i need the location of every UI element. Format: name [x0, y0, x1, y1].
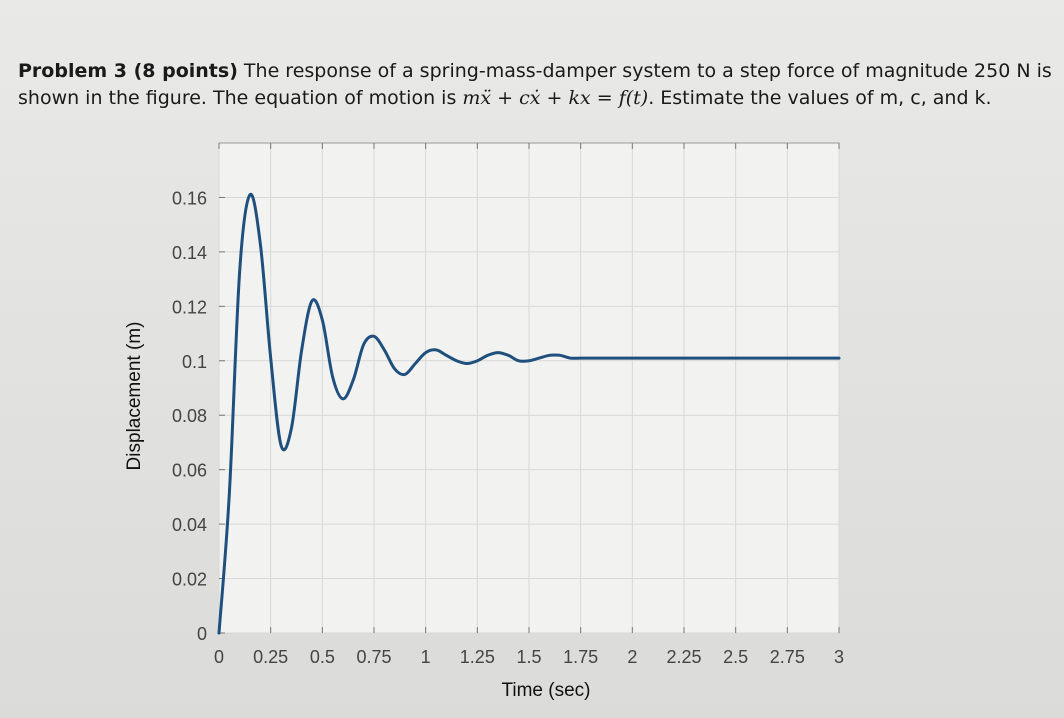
x-axis-title: Time (sec)	[501, 680, 590, 701]
x-tick-label: 2.25	[666, 647, 701, 667]
problem-line-2: shown in the figure. The equation of mot…	[18, 85, 1058, 112]
equation-of-motion: mẍ + cẋ + kx = f(t)	[462, 87, 649, 109]
problem-statement: Problem 3 (8 points) The response of a s…	[18, 58, 1058, 112]
y-tick-labels: 0 0.02 0.04 0.06 0.08 0.1 0.12 0.14 0.16	[172, 188, 207, 644]
y-tick-label: 0.06	[172, 461, 207, 481]
displacement-series-line	[217, 192, 841, 635]
y-tick-label: 0.16	[172, 188, 207, 208]
x-tick-label: 1.75	[563, 647, 598, 667]
x-tick-label: 2.75	[770, 647, 805, 667]
y-tick-label: 0	[197, 624, 207, 644]
x-tick-label: 0	[214, 647, 224, 667]
x-tick-label: 0.25	[253, 647, 288, 667]
y-tick-label: 0.02	[172, 570, 207, 590]
x-tick-label: 2	[627, 647, 637, 667]
x-tick-label: 0.5	[310, 647, 335, 667]
y-tick-label: 0.1	[182, 352, 207, 372]
problem-line-2-text-a: shown in the figure. The equation of mot…	[18, 87, 463, 109]
x-tick-label: 1.25	[460, 647, 495, 667]
y-tick-label: 0.14	[172, 243, 207, 263]
y-tick-label: 0.04	[172, 515, 207, 535]
x-tick-label: 1.5	[516, 647, 541, 667]
x-tick-labels: 0 0.25 0.5 0.75 1 1.25 1.5 1.75 2 2.25 2.5 2.75 3	[214, 647, 844, 667]
x-tick-label: 0.75	[356, 647, 391, 667]
problem-line-1-text: The response of a spring-mass-damper sys…	[237, 60, 1052, 82]
problem-line-1: Problem 3 (8 points) The response of a s…	[18, 58, 1058, 85]
y-tick-label: 0.08	[172, 406, 207, 426]
problem-line-2-text-b: . Estimate the values of m, c, and k.	[648, 87, 992, 109]
y-axis-title: Displacement (m)	[124, 322, 145, 471]
x-tick-label: 2.5	[723, 647, 748, 667]
x-tick-label: 3	[834, 647, 844, 667]
y-tick-label: 0.12	[172, 297, 207, 317]
problem-heading: Problem 3 (8 points)	[18, 60, 238, 82]
x-tick-label: 1	[421, 647, 431, 667]
